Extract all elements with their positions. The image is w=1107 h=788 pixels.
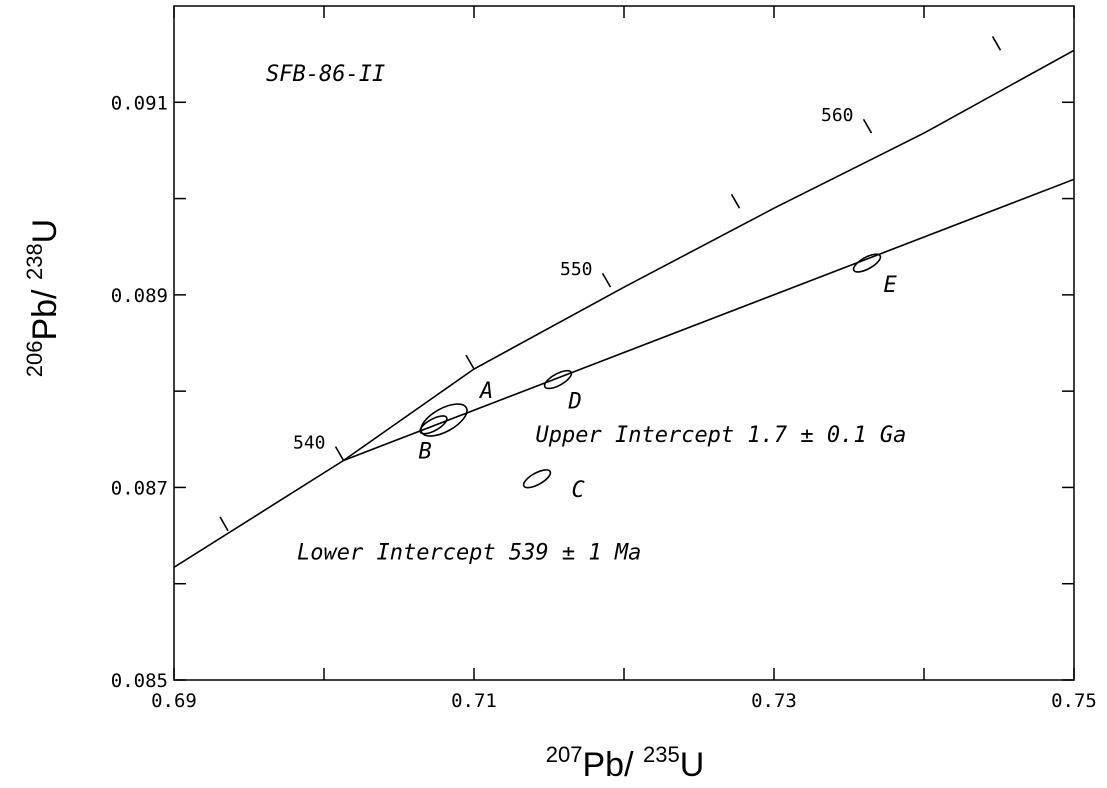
error-ellipse-b [419, 415, 448, 435]
y-axis-title-element: Pb [26, 299, 64, 341]
concordia-age-labels: 540 550 560 [293, 105, 854, 453]
upper-intercept-annotation: Upper Intercept 1.7 ± 0.1 Ga [536, 423, 907, 448]
y-tick-label: 0.091 [111, 92, 168, 114]
age-tick [730, 193, 741, 209]
plot-area [174, 36, 1074, 569]
discordia-line [343, 178, 1074, 462]
y-axis: 0.085 0.087 0.089 0.091 [111, 92, 1074, 692]
annotations: Upper Intercept 1.7 ± 0.1 Ga Lower Interc… [297, 423, 906, 565]
point-label-e: E [884, 273, 898, 298]
concordia-curve [174, 49, 1074, 569]
age-tick [862, 118, 873, 134]
age-tick-label: 540 [293, 432, 326, 453]
x-axis-title-element: Pb [582, 746, 624, 784]
error-ellipse-d [543, 369, 573, 390]
y-tick-label: 0.085 [111, 670, 168, 692]
point-label-d: D [568, 389, 582, 414]
y-tick-label: 0.089 [111, 285, 168, 307]
age-tick-label: 560 [821, 105, 854, 126]
y-axis-title-element2: U [26, 219, 64, 244]
y-tick-label: 0.087 [111, 477, 168, 499]
x-axis-title-mass: 207 [546, 742, 583, 767]
chart-title: SFB-86-II [266, 62, 385, 87]
x-axis-title-element2: U [680, 746, 705, 784]
y-axis-title-mass: 206 [22, 341, 47, 378]
y-axis-title: 206Pb/ 238U [22, 219, 64, 378]
age-tick [219, 516, 229, 532]
age-tick [465, 354, 475, 370]
age-tick-label: 550 [560, 259, 593, 280]
x-tick-label: 0.69 [151, 690, 197, 712]
point-label-b: B [419, 440, 432, 465]
y-axis-title-mass2: 238 [22, 243, 47, 280]
error-ellipse-c [522, 469, 552, 489]
x-axis-title-separator: / [624, 746, 643, 784]
lower-intercept-annotation: Lower Intercept 539 ± 1 Ma [297, 541, 641, 566]
x-tick-label: 0.73 [751, 690, 797, 712]
x-axis-title: 207Pb/ 235U [546, 742, 705, 784]
error-ellipses [419, 253, 882, 489]
point-label-a: A [478, 379, 493, 404]
concordia-age-ticks [219, 36, 1002, 532]
y-axis-title-separator: / [26, 280, 64, 299]
point-label-c: C [572, 478, 586, 503]
x-tick-label: 0.75 [1051, 690, 1097, 712]
x-tick-label: 0.71 [451, 690, 497, 712]
age-tick [601, 272, 612, 288]
x-axis: 0.69 0.71 0.73 0.75 [151, 6, 1097, 712]
x-axis-title-mass2: 235 [643, 742, 680, 767]
age-tick [991, 36, 1002, 51]
plot-frame [173, 5, 1075, 681]
age-tick [334, 446, 345, 461]
point-labels: A B C D E [419, 273, 898, 503]
error-ellipse-e [852, 253, 882, 273]
